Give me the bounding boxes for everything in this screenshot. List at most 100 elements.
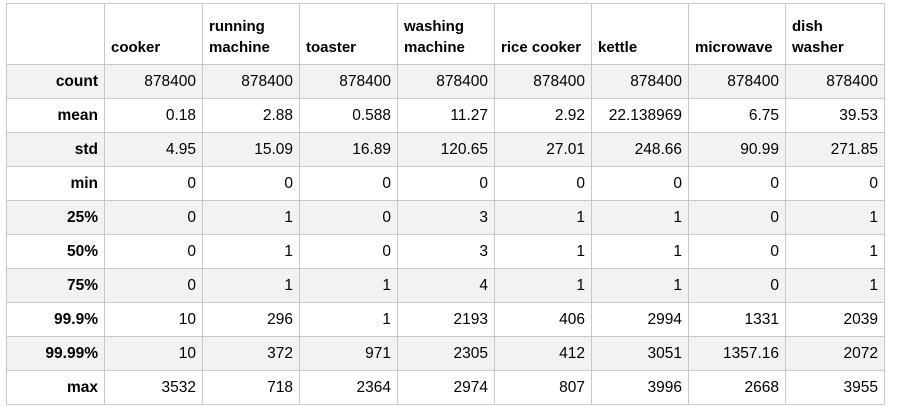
table-cell: 0 [688,166,786,201]
table-cell: 0 [104,166,203,201]
table-cell: 0 [202,166,300,201]
table-cell: 3 [397,200,495,235]
table-cell: 878400 [299,64,398,99]
table-cell: 1357.16 [688,336,786,371]
table-cell: 0 [688,234,786,269]
table-cell: 3051 [591,336,689,371]
column-header: cooker [104,3,203,65]
table-cell: 2039 [785,302,885,337]
table-row: count 878400 878400 878400 878400 878400 87840… [6,64,885,99]
table-cell: 4.95 [104,132,203,167]
table-cell: 0 [299,166,398,201]
table-row: std 4.95 15.09 16.89 120.65 27.01 248.66 90.99 2… [6,132,885,167]
table-row: 25% 0 1 0 3 1 1 0 1 [6,200,885,235]
table-cell: 878400 [104,64,203,99]
table-cell: 2305 [397,336,495,371]
corner-cell [6,3,105,65]
table-cell: 2193 [397,302,495,337]
table-cell: 4 [397,268,495,303]
table-cell: 971 [299,336,398,371]
table-cell: 27.01 [494,132,592,167]
column-header: microwave [688,3,786,65]
column-header: kettle [591,3,689,65]
table-cell: 0 [591,166,689,201]
table-cell: 1 [785,200,885,235]
header-row: cooker running machine toaster washing mach… [6,3,885,65]
table-cell: 10 [104,302,203,337]
table-cell: 2072 [785,336,885,371]
table-cell: 372 [202,336,300,371]
table-cell: 90.99 [688,132,786,167]
statistics-table: cooker running machine toaster washing mach… [6,3,885,405]
table-cell: 3996 [591,370,689,405]
table-row: 50% 0 1 0 3 1 1 0 1 [6,234,885,269]
table-cell: 0 [299,200,398,235]
table-cell: 0 [688,200,786,235]
row-label: 50% [6,234,105,269]
row-label: 99.9% [6,302,105,337]
table-cell: 1 [299,302,398,337]
table-cell: 1 [202,268,300,303]
table-cell: 2994 [591,302,689,337]
table-cell: 2974 [397,370,495,405]
table-cell: 1 [202,200,300,235]
table-cell: 11.27 [397,98,495,133]
table-cell: 15.09 [202,132,300,167]
table-cell: 878400 [494,64,592,99]
table-cell: 22.138969 [591,98,689,133]
table-cell: 0 [688,268,786,303]
table-cell: 1 [785,234,885,269]
table-cell: 807 [494,370,592,405]
column-header: toaster [299,3,398,65]
table-cell: 0 [494,166,592,201]
table-cell: 1 [202,234,300,269]
column-header: rice cooker [494,3,592,65]
table-cell: 39.53 [785,98,885,133]
table-cell: 0.18 [104,98,203,133]
row-label: 75% [6,268,105,303]
table-cell: 1 [785,268,885,303]
row-label: mean [6,98,105,133]
table-cell: 1 [494,268,592,303]
table-cell: 1 [494,200,592,235]
table-cell: 120.65 [397,132,495,167]
table-cell: 2.92 [494,98,592,133]
row-label: count [6,64,105,99]
table-cell: 0 [785,166,885,201]
row-label: 99.99% [6,336,105,371]
row-label: std [6,132,105,167]
table-cell: 10 [104,336,203,371]
table-body: count 878400 878400 878400 878400 878400 87840… [6,64,885,405]
table-cell: 718 [202,370,300,405]
table-cell: 878400 [397,64,495,99]
table-cell: 1 [299,268,398,303]
table-cell: 0.588 [299,98,398,133]
table-cell: 2.88 [202,98,300,133]
row-label: min [6,166,105,201]
table-cell: 3 [397,234,495,269]
table-cell: 1331 [688,302,786,337]
table-cell: 0 [104,234,203,269]
table-cell: 878400 [202,64,300,99]
table-cell: 248.66 [591,132,689,167]
column-header: washing machine [397,3,495,65]
table-cell: 0 [104,200,203,235]
table-cell: 3532 [104,370,203,405]
table-row: 99.9% 10 296 1 2193 406 2994 1331 2039 [6,302,885,337]
column-header: dish washer [785,3,885,65]
column-header: running machine [202,3,300,65]
table-row: 75% 0 1 1 4 1 1 0 1 [6,268,885,303]
table-cell: 16.89 [299,132,398,167]
table-cell: 2364 [299,370,398,405]
table-cell: 412 [494,336,592,371]
table-row: 99.99% 10 372 971 2305 412 3051 1357.16 2072 [6,336,885,371]
table-cell: 3955 [785,370,885,405]
table-cell: 1 [494,234,592,269]
table-cell: 1 [591,268,689,303]
table-cell: 0 [104,268,203,303]
table-cell: 2668 [688,370,786,405]
table-cell: 271.85 [785,132,885,167]
table-cell: 878400 [688,64,786,99]
table-row: mean 0.18 2.88 0.588 11.27 2.92 22.138969 6.75 3… [6,98,885,133]
row-label: 25% [6,200,105,235]
